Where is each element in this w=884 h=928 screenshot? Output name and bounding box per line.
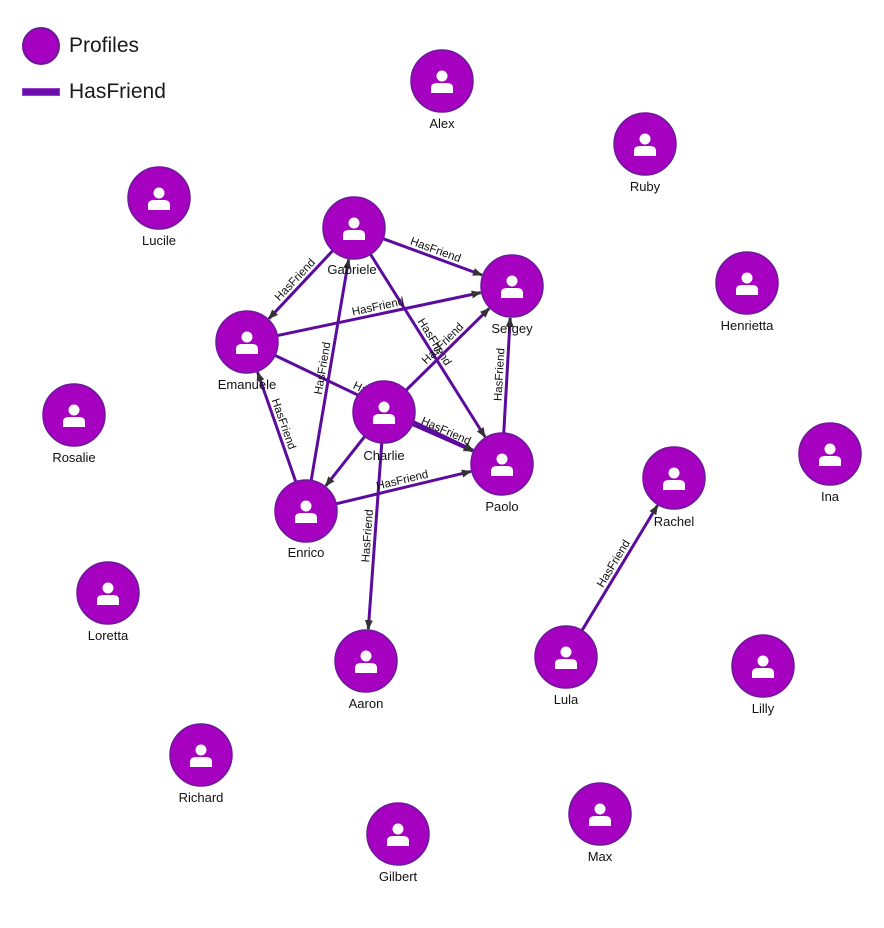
node-ina[interactable]: Ina — [798, 422, 862, 504]
edge-line — [267, 249, 334, 320]
edge-charlie-enrico[interactable] — [324, 435, 366, 487]
node-loretta[interactable]: Loretta — [76, 561, 140, 643]
node-sergey[interactable]: Sergey — [480, 254, 544, 336]
edge-label: HasFriend — [360, 509, 376, 563]
node-max[interactable]: Max — [568, 782, 632, 864]
edge-line — [309, 258, 352, 481]
node-label: Max — [588, 849, 613, 864]
node-label: Rachel — [654, 514, 695, 529]
legend: Profiles HasFriend — [22, 26, 166, 118]
legend-label-hasfriend: HasFriend — [69, 80, 166, 103]
edge-lula-rachel[interactable]: HasFriend — [580, 504, 659, 632]
person-icon — [373, 401, 395, 424]
node-lucile[interactable]: Lucile — [127, 166, 191, 248]
node-label: Ruby — [630, 179, 661, 194]
edge-line — [364, 442, 384, 631]
edge-line — [580, 504, 659, 632]
edge-line — [369, 253, 487, 438]
legend-label-profiles: Profiles — [69, 34, 140, 57]
edge-label: HasFriend — [493, 348, 508, 402]
hasfriend-edge-swatch — [22, 88, 60, 96]
person-icon — [491, 453, 513, 476]
node-ruby[interactable]: Ruby — [613, 112, 677, 194]
person-icon — [431, 70, 453, 93]
person-icon — [501, 275, 523, 298]
edge-charlie-paolo[interactable]: HasFriend — [411, 415, 474, 453]
node-enrico[interactable]: Enrico — [274, 479, 338, 560]
node-label: Sergey — [491, 321, 533, 336]
edge-enrico-gabriele[interactable]: HasFriend — [309, 258, 352, 481]
edge-paolo-sergey[interactable]: HasFriend — [493, 316, 514, 434]
edge-charlie-aaron[interactable]: HasFriend — [360, 442, 384, 631]
node-label: Rosalie — [52, 450, 95, 465]
node-label: Emanuele — [218, 377, 277, 392]
edge-gabriele-sergey[interactable]: HasFriend — [382, 236, 483, 277]
person-icon — [752, 655, 774, 678]
legend-item-profiles[interactable]: Profiles — [22, 26, 166, 66]
edge-line — [277, 290, 482, 338]
edge-label: HasFriend — [273, 257, 318, 304]
node-label: Lilly — [752, 701, 775, 716]
node-emanuele[interactable]: Emanuele — [215, 310, 279, 392]
node-aaron[interactable]: Aaron — [334, 629, 398, 711]
node-gabriele[interactable]: Gabriele — [322, 196, 386, 277]
edge-line — [405, 307, 491, 392]
person-icon — [63, 404, 85, 427]
person-icon — [555, 646, 577, 669]
person-icon — [97, 582, 119, 605]
person-icon — [663, 467, 685, 490]
edge-enrico-paolo[interactable]: HasFriend — [335, 469, 472, 506]
node-gilbert[interactable]: Gilbert — [366, 802, 430, 884]
node-henrietta[interactable]: Henrietta — [715, 251, 779, 333]
edge-line — [324, 435, 366, 487]
legend-item-hasfriend[interactable]: HasFriend — [22, 72, 166, 112]
edges-layer: HasFriendHasFriendHasFriendHasFriendHasF… — [256, 236, 659, 632]
node-alex[interactable]: Alex — [410, 49, 474, 131]
node-label: Alex — [429, 116, 455, 131]
node-label: Gabriele — [327, 262, 376, 277]
person-icon — [634, 133, 656, 156]
nodes-layer: Alex Ruby Lucile Gabriele Sergey Henrietta Ema… — [42, 49, 862, 884]
edge-line — [382, 237, 483, 277]
node-label: Gilbert — [379, 869, 418, 884]
node-label: Henrietta — [721, 318, 775, 333]
person-icon — [190, 744, 212, 767]
node-label: Lucile — [142, 233, 176, 248]
node-label: Enrico — [288, 545, 325, 560]
node-label: Ina — [821, 489, 840, 504]
edge-line — [256, 371, 298, 483]
node-rosalie[interactable]: Rosalie — [42, 383, 106, 465]
node-lula[interactable]: Lula — [534, 625, 598, 707]
node-label: Paolo — [485, 499, 518, 514]
edge-label: HasFriend — [595, 538, 633, 590]
node-charlie[interactable]: Charlie — [352, 380, 416, 463]
node-label: Lula — [554, 692, 579, 707]
edge-line — [502, 316, 514, 434]
node-label: Charlie — [363, 448, 404, 463]
node-rachel[interactable]: Rachel — [642, 446, 706, 529]
node-label: Loretta — [88, 628, 129, 643]
node-richard[interactable]: Richard — [169, 723, 233, 805]
edge-line — [335, 469, 472, 506]
person-icon — [295, 500, 317, 523]
node-paolo[interactable]: Paolo — [470, 432, 534, 514]
person-icon — [355, 650, 377, 673]
node-lilly[interactable]: Lilly — [731, 634, 795, 716]
person-icon — [387, 823, 409, 846]
person-icon — [148, 187, 170, 210]
person-icon — [589, 803, 611, 826]
edge-gabriele-emanuele[interactable]: HasFriend — [267, 249, 334, 320]
person-icon — [343, 217, 365, 240]
node-label: Aaron — [349, 696, 384, 711]
person-icon — [736, 272, 758, 295]
profiles-node-swatch — [22, 27, 60, 65]
person-icon — [236, 331, 258, 354]
node-label: Richard — [179, 790, 224, 805]
edge-line — [411, 423, 474, 453]
person-icon — [819, 443, 841, 466]
